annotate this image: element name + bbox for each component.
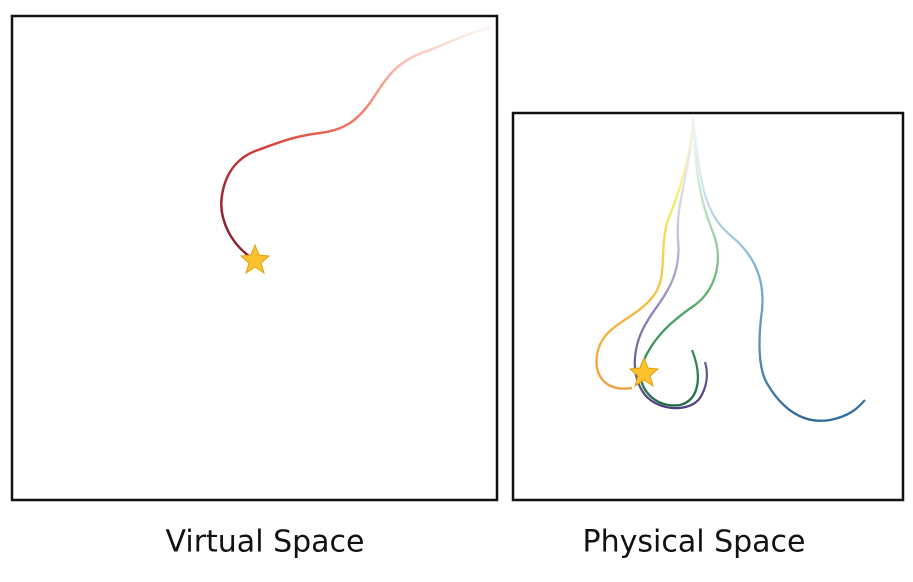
- caption: Physical Space: [583, 525, 806, 560]
- physical-frame: [511, 111, 905, 502]
- path-green: [638, 117, 719, 407]
- start-star: [628, 356, 660, 388]
- virtual-frame: [10, 14, 499, 502]
- path-blue: [691, 117, 866, 422]
- path-orange: [595, 117, 695, 390]
- start-star: [239, 243, 271, 275]
- physical-paths: [595, 117, 866, 422]
- caption: Virtual Space: [166, 525, 365, 560]
- virtual-path: [220, 26, 491, 260]
- path-purple: [633, 117, 708, 410]
